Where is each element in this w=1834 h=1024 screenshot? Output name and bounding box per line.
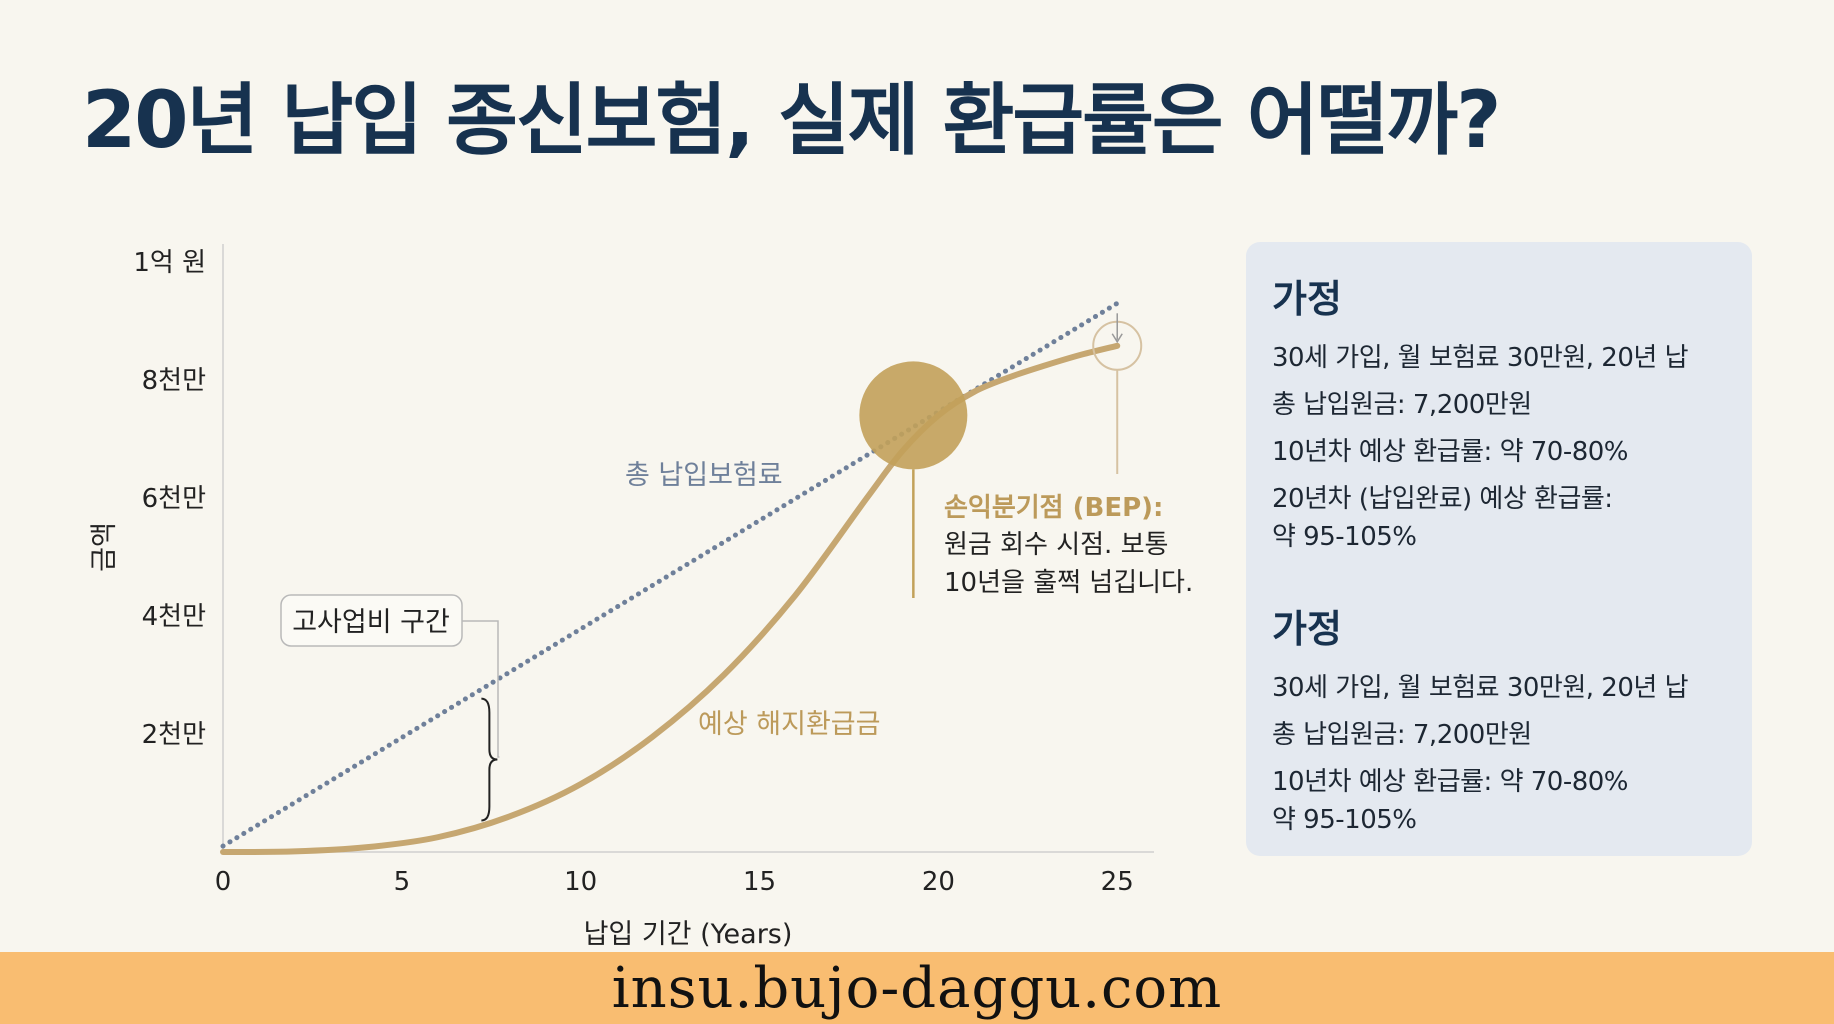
cost-zone-label: 고사업비 구간	[292, 607, 450, 638]
assumption-line: 30세 가입, 월 보험료 30만원, 20년 납	[1272, 343, 1689, 373]
page-title: 20년 납입 종신보험, 실제 환급률은 어떨까?	[82, 76, 1501, 166]
assumption-line: 10년차 예상 환급률: 약 70-80%	[1272, 437, 1629, 467]
assumption-line: 10년차 예상 환급률: 약 70-80%	[1272, 767, 1629, 797]
assumption-line: 30세 가입, 월 보험료 30만원, 20년 납	[1272, 673, 1689, 703]
bep-description: 원금 회수 시점. 보통	[944, 530, 1168, 560]
assumption-line: 총 납입원금: 7,200만원	[1272, 390, 1532, 420]
y-tick-label: 4천만	[142, 602, 206, 632]
assumption-line: 약 95-105%	[1272, 805, 1417, 835]
assumption-line: 약 95-105%	[1272, 522, 1417, 552]
gap-arrow-head	[1111, 333, 1123, 344]
assumption-line: 20년차 (납입완료) 예상 환급률:	[1272, 484, 1613, 514]
expected-refund-curve	[220, 342, 1121, 855]
refund-rate-chart: 0 5 10 15 20 25 2천만 4천만 6천만 8천만 1억 원납입 기간 (Years) 금…	[89, 244, 1193, 950]
refund-series-label: 예상 해지환급금	[698, 709, 880, 740]
x-tick-label: 20	[922, 867, 955, 897]
x-tick-label: 15	[743, 867, 776, 897]
cost-zone-label-box	[280, 594, 463, 647]
x-tick-label: 10	[564, 867, 597, 897]
assumption-line: 총 납입원금: 7,200만원	[1272, 720, 1532, 750]
chart-axes: 0 5 10 15 20 25 2천만 4천만 6천만 8천만 1억 원납입 기간 (Years) 금…	[89, 244, 1154, 950]
bep-marker	[859, 361, 968, 470]
y-tick-label: 2천만	[142, 720, 206, 750]
assumptions-panel: 가정 30세 가입, 월 보험료 30만원, 20년 납 총 납입원금: 7,2…	[1246, 242, 1752, 856]
premium-series-label: 총 납입보험료	[625, 460, 783, 491]
y-tick-label: 8천만	[142, 366, 206, 396]
chart-series	[220, 300, 1121, 855]
y-tick-label: 6천만	[142, 484, 206, 514]
assumptions-heading: 가정	[1272, 277, 1342, 321]
x-tick-label: 25	[1101, 867, 1134, 897]
x-tick-label: 0	[215, 867, 232, 897]
footer-banner: insu.bujo-daggu.com	[0, 952, 1834, 1024]
assumptions-heading: 가정	[1272, 607, 1342, 651]
y-tick-label: 1억 원	[133, 248, 206, 278]
bep-description: 10년을 훌쩍 넘깁니다.	[944, 568, 1193, 598]
x-tick-label: 5	[394, 867, 411, 897]
x-axis-label: 납입 기간 (Years)	[584, 919, 793, 950]
bep-title: 손익분기점 (BEP):	[944, 493, 1163, 523]
cost-zone-brace	[481, 697, 498, 822]
footer-url: insu.bujo-daggu.com	[611, 955, 1223, 1021]
cost-zone-connector	[462, 620, 500, 758]
y-axis-label: 금액	[89, 522, 120, 572]
